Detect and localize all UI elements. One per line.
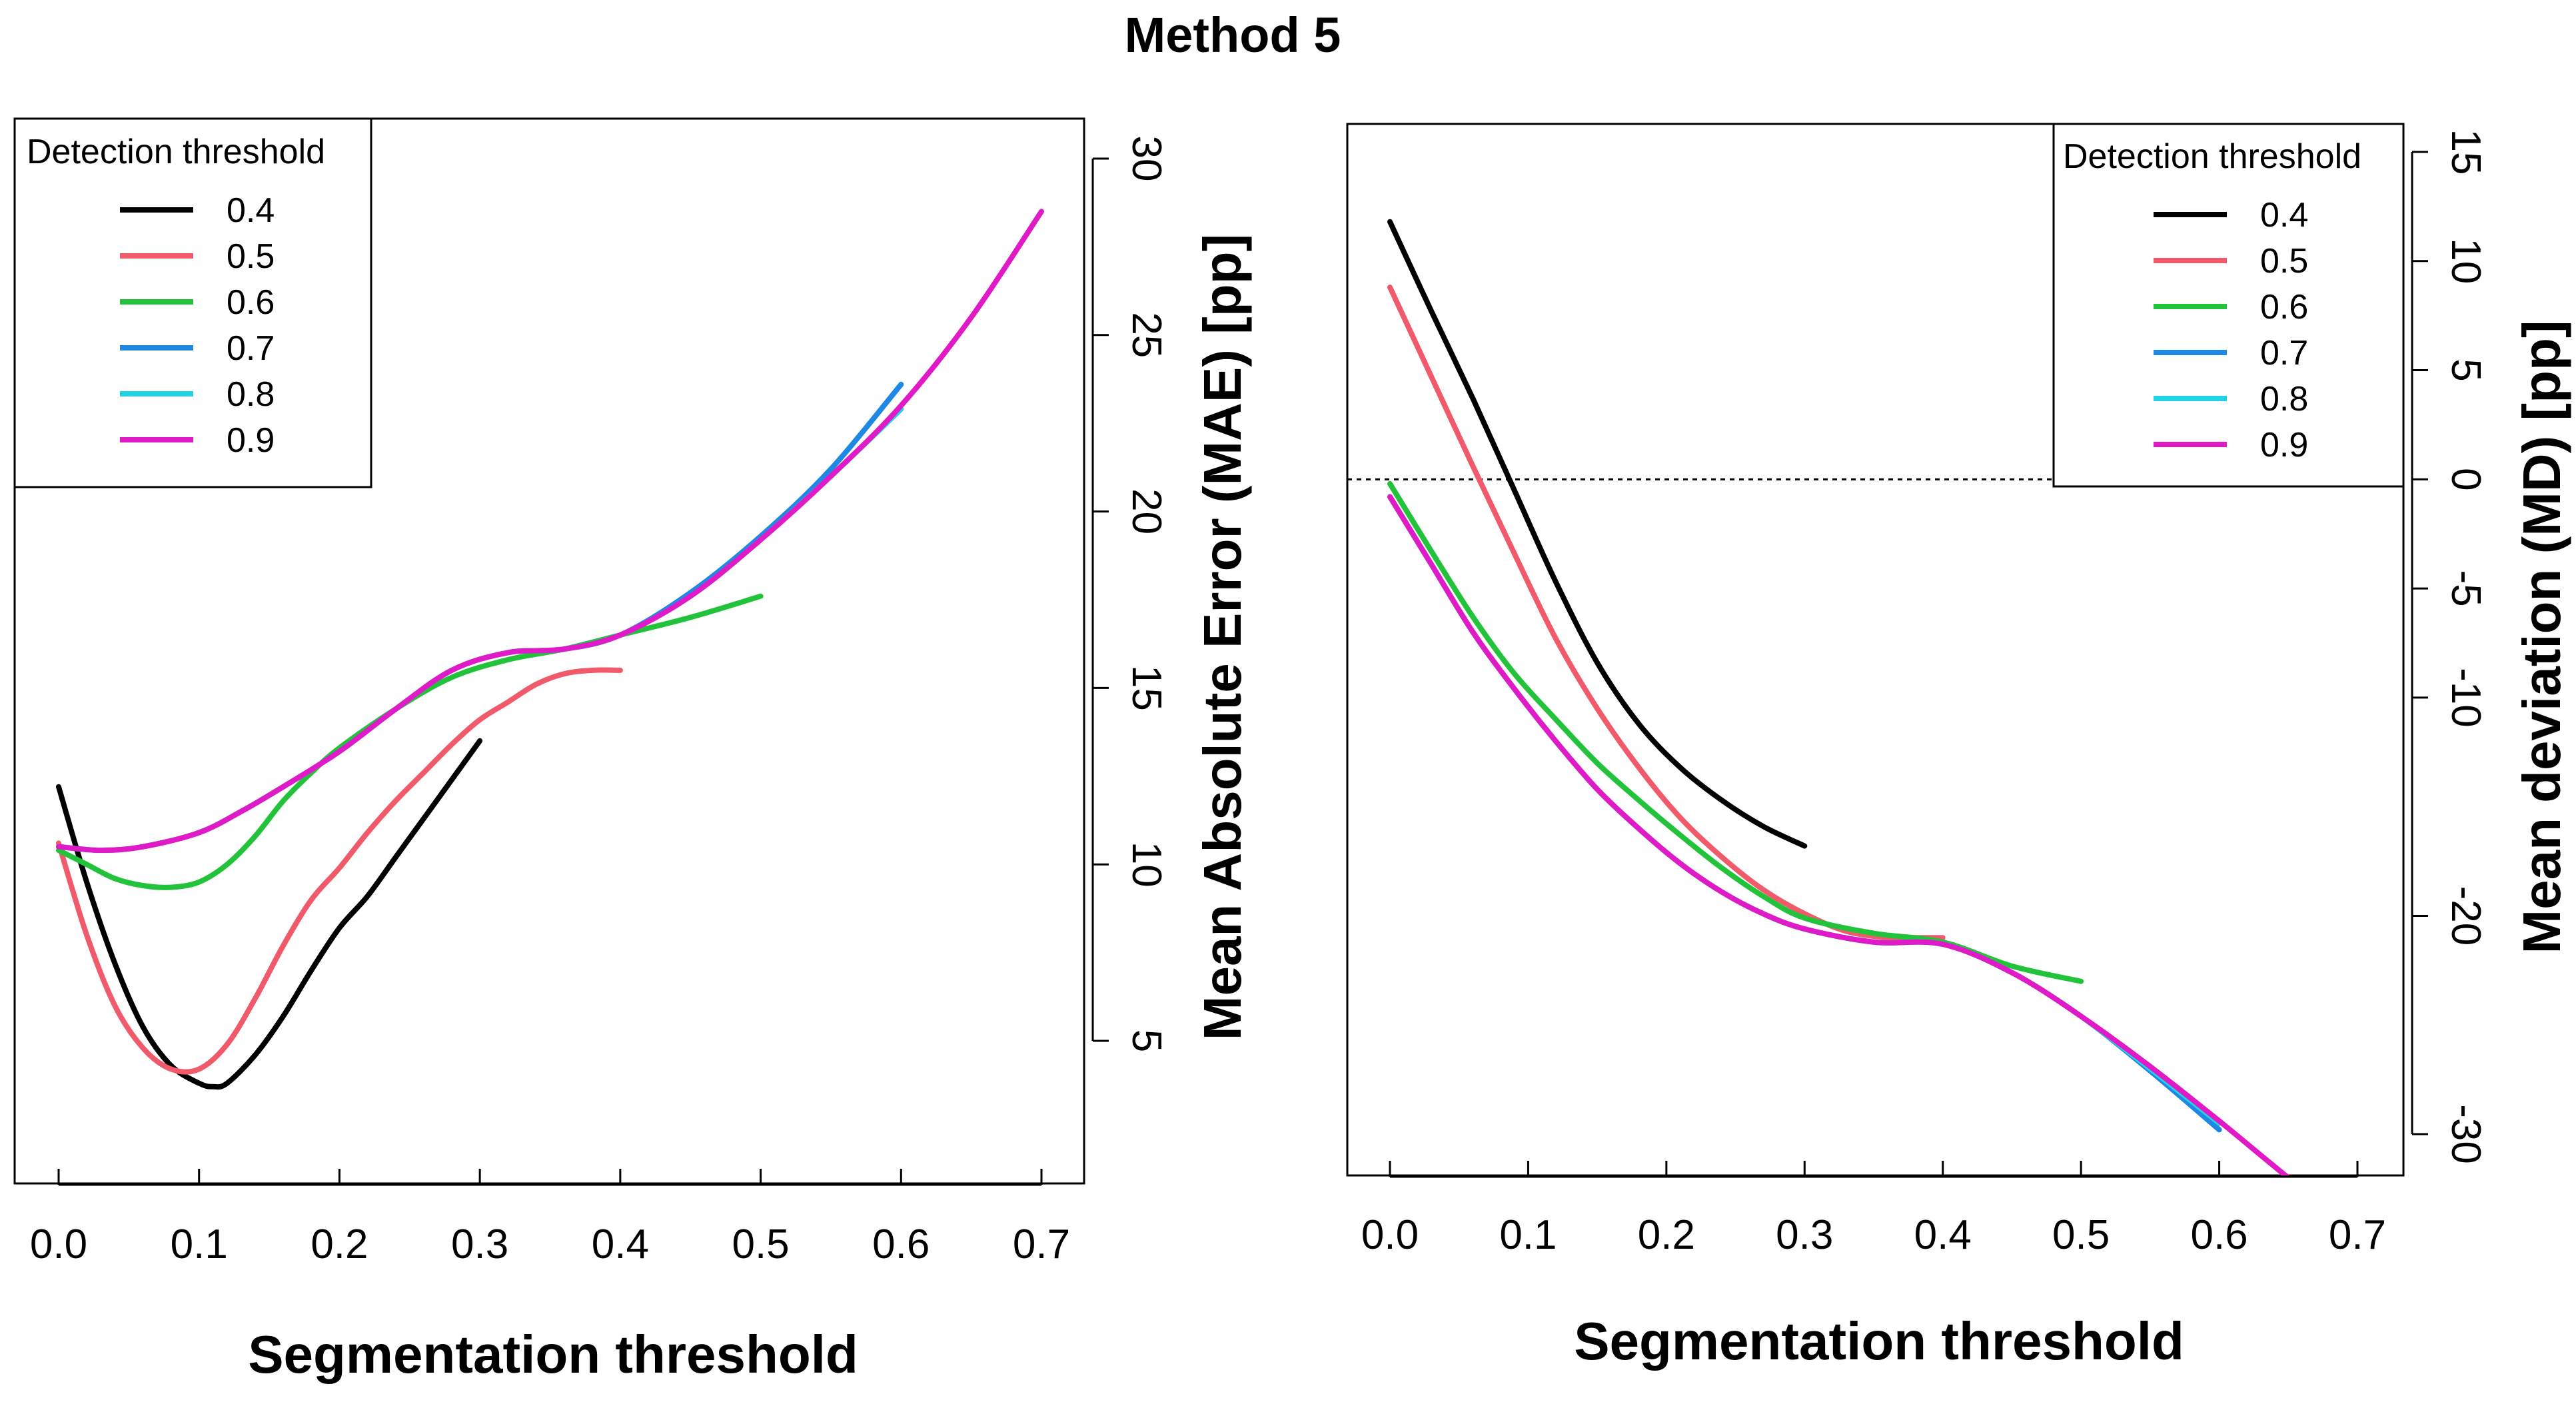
legend-label: 0.4 — [227, 191, 275, 230]
series-line-0-4 — [56, 738, 483, 1090]
legend-label: 0.7 — [227, 329, 275, 368]
legend-label: 0.8 — [2260, 380, 2308, 418]
y-axis: 15 10 5 0 -5 -10 -20 -30 — [2411, 129, 2489, 1164]
legend-label: 0.7 — [2260, 334, 2308, 372]
x-tick-label: 0.7 — [1013, 1221, 1070, 1267]
y-tick-label: 15 — [2443, 129, 2489, 175]
x-tick-label: 0.3 — [451, 1221, 508, 1267]
x-tick-label: 0.5 — [2052, 1212, 2110, 1258]
md-chart-panel: 0.0 0.1 0.2 0.3 0.4 0.5 0.6 0.7 Segmentation thr… — [1346, 123, 2571, 1371]
x-tick-label: 0.2 — [311, 1221, 368, 1267]
plot-frame — [13, 117, 1085, 1185]
x-tick-label: 0.0 — [30, 1221, 87, 1267]
y-tick-label: 5 — [1123, 1030, 1169, 1052]
legend-box — [13, 117, 372, 488]
x-tick-label: 0.6 — [872, 1221, 930, 1267]
x-axis: 0.0 0.1 0.2 0.3 0.4 0.5 0.6 0.7 — [1361, 1161, 2386, 1258]
y-tick-label: 30 — [1123, 136, 1169, 182]
legend-label: 0.4 — [2260, 196, 2308, 235]
x-axis-label: Segmentation threshold — [1574, 1311, 2184, 1371]
legend-title: Detection threshold — [27, 133, 325, 171]
y-tick-label: -10 — [2443, 668, 2489, 728]
plot-frame — [1346, 123, 2405, 1177]
series-line-0-7 — [1387, 494, 2222, 1133]
x-axis-label: Segmentation threshold — [248, 1325, 858, 1384]
series-line-0-4 — [1387, 219, 1808, 849]
legend-box — [2052, 123, 2405, 488]
y-tick-label: 10 — [2443, 238, 2489, 284]
y-axis-label: Mean Absolute Error (MAE) [pp] — [1193, 234, 1252, 1040]
y-tick-label: -20 — [2443, 886, 2489, 946]
series-line-0-9 — [1387, 494, 2290, 1175]
x-tick-label: 0.1 — [171, 1221, 228, 1267]
mae-chart-panel: 0.0 0.1 0.2 0.3 0.4 0.5 0.6 0.7 Segmentation thr… — [13, 117, 1252, 1384]
legend-label: 0.8 — [227, 375, 275, 414]
series-lines — [1387, 219, 2290, 1175]
x-tick-label: 0.4 — [592, 1221, 649, 1267]
series-line-0-5 — [1387, 285, 1946, 941]
y-tick-label: 0 — [2443, 468, 2489, 490]
y-tick-label: 5 — [2443, 358, 2489, 381]
series-line-0-5 — [56, 667, 623, 1075]
x-tick-label: 0.5 — [732, 1221, 789, 1267]
legend-title: Detection threshold — [2063, 137, 2361, 176]
series-line-0-9 — [56, 209, 1044, 853]
legend: Detection threshold 0.4 0.5 0.6 0.7 0.8 0.9 — [13, 117, 372, 488]
series-line-0-8 — [1387, 494, 2222, 1126]
y-tick-label: 10 — [1123, 842, 1169, 888]
y-tick-label: 25 — [1123, 312, 1169, 358]
x-tick-label: 0.4 — [1914, 1212, 1972, 1258]
y-tick-label: 20 — [1123, 488, 1169, 534]
x-tick-label: 0.0 — [1361, 1212, 1419, 1258]
x-axis: 0.0 0.1 0.2 0.3 0.4 0.5 0.6 0.7 — [30, 1169, 1070, 1267]
y-axis: 5 10 15 20 25 30 — [1091, 136, 1169, 1052]
figure-title: Method 5 — [1125, 7, 1341, 63]
y-tick-label: -30 — [2443, 1104, 2489, 1164]
legend-label: 0.5 — [227, 237, 275, 276]
legend-label: 0.9 — [2260, 426, 2308, 464]
series-line-0-6 — [1387, 480, 2084, 984]
series-lines — [56, 209, 1044, 1090]
x-tick-label: 0.1 — [1499, 1212, 1557, 1258]
x-tick-label: 0.3 — [1776, 1212, 1833, 1258]
x-tick-label: 0.2 — [1638, 1212, 1695, 1258]
y-tick-label: -5 — [2443, 570, 2489, 607]
legend-label: 0.9 — [227, 421, 275, 460]
legend-label: 0.5 — [2260, 242, 2308, 281]
y-axis-label: Mean deviation (MD) [pp] — [2512, 320, 2571, 954]
x-tick-label: 0.7 — [2329, 1212, 2386, 1258]
x-tick-label: 0.6 — [2190, 1212, 2248, 1258]
legend-label: 0.6 — [227, 283, 275, 322]
legend: Detection threshold 0.4 0.5 0.6 0.7 0.8 0.9 — [2052, 123, 2405, 488]
legend-label: 0.6 — [2260, 288, 2308, 327]
y-tick-label: 15 — [1123, 665, 1169, 711]
